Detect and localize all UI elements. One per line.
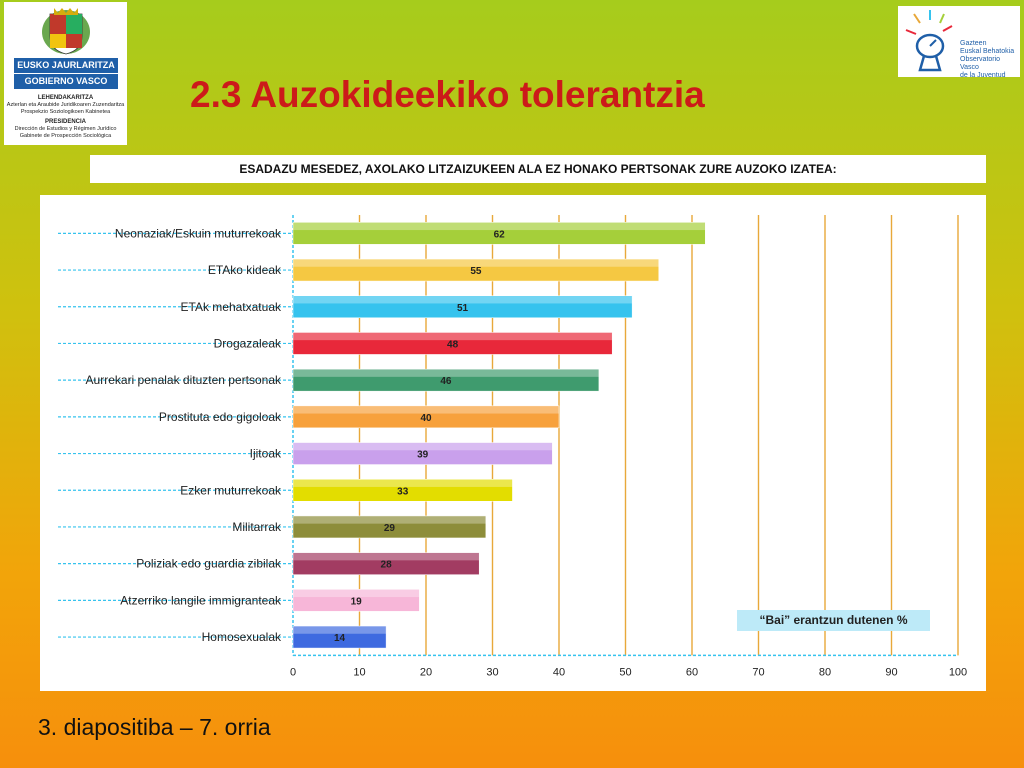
logo-dept-1-sub-1: Azterlan eta Araubide Juridikoaren Zuzen… <box>6 102 125 108</box>
satellite-dish-icon <box>905 10 953 72</box>
category-label: Ijitoak <box>250 447 282 461</box>
category-label: ETAko kideak <box>208 263 282 277</box>
logo-dept-1-sub-2: Prospekzio Soziologikoen Kabinetea <box>20 109 111 115</box>
data-label: 39 <box>417 450 429 461</box>
category-label: Neonaziak/Eskuin muturrekoak <box>115 226 282 240</box>
x-tick-label: 90 <box>885 666 897 678</box>
coat-of-arms-icon <box>42 8 90 55</box>
bar <box>292 368 600 392</box>
bar-highlight <box>293 442 553 451</box>
logo-right-line-4: de la Juventud <box>960 72 1006 79</box>
bar <box>292 332 613 355</box>
survey-question: ESADAZU MESEDEZ, AXOLAKO LITZAIZUKEEN AL… <box>90 155 986 183</box>
bar-highlight <box>293 589 420 598</box>
bar <box>292 552 480 575</box>
category-label: Drogazaleak <box>214 336 282 350</box>
bar <box>292 442 553 465</box>
bar-chart: Neonaziak/Eskuin muturrekoak 62 ETAko kide… <box>58 215 967 678</box>
logo-band-gobierno: GOBIERNO VASCO <box>14 74 118 89</box>
bar-highlight <box>293 405 559 414</box>
slide-title: 2.3 Auzokideekiko tolerantzia <box>190 74 705 115</box>
data-label: 48 <box>447 339 459 350</box>
x-tick-label: 80 <box>819 666 831 678</box>
bar <box>292 222 706 245</box>
category-label: Homosexualak <box>202 630 282 644</box>
x-tick-label: 70 <box>752 666 764 678</box>
bar <box>292 589 420 612</box>
bar <box>292 479 513 502</box>
bar-highlight <box>293 552 480 561</box>
category-label: Prostituta edo gigoloak <box>159 410 282 424</box>
data-label: 33 <box>397 486 409 497</box>
bar-highlight <box>293 626 387 634</box>
logo-right-line-2: Euskal Behatokia <box>960 48 1015 55</box>
bar-highlight <box>293 479 513 487</box>
category-label: Poliziak edo guardia zibilak <box>136 557 282 571</box>
data-label: 19 <box>351 596 363 607</box>
x-tick-label: 100 <box>949 666 967 678</box>
chart-container: Neonaziak/Eskuin muturrekoak 62 ETAko kide… <box>40 195 986 691</box>
bar-highlight <box>293 259 659 267</box>
x-tick-label: 60 <box>686 666 698 678</box>
data-label: 14 <box>334 633 346 644</box>
data-label: 51 <box>457 303 469 314</box>
x-tick-label: 20 <box>420 666 432 678</box>
logo-dept-2-sub-1: Dirección de Estudios y Régimen Jurídico <box>14 126 117 132</box>
bar <box>292 405 560 429</box>
bar-highlight <box>293 515 486 524</box>
bar <box>292 258 659 282</box>
logo-band-eusko: EUSKO JAURLARITZA <box>14 58 118 73</box>
gazteen-behatokia-logo: Gazteen Euskal Behatokia Observatorio Va… <box>898 6 1020 80</box>
bar <box>292 295 633 318</box>
x-tick-label: 30 <box>486 666 498 678</box>
category-label: Atzerriko langile immigranteak <box>120 593 282 607</box>
x-tick-label: 50 <box>619 666 631 678</box>
logo-dept-1: LEHENDAKARITZA <box>37 95 94 101</box>
data-label: 55 <box>470 266 482 277</box>
logo-dept-2: PRESIDENCIA <box>44 119 86 125</box>
legend-label: “Bai” erantzun dutenen % <box>737 610 930 631</box>
logo-dept-2-sub-2: Gabinete de Prospección Sociológica <box>19 133 112 139</box>
slide-footer: 3. diapositiba – 7. orria <box>38 714 271 740</box>
category-label: Aurrekari penalak dituzten pertsonak <box>86 373 282 387</box>
logo-right-line-3: Observatorio Vasco <box>960 56 1001 71</box>
logo-right-text: Gazteen Euskal Behatokia Observatorio Va… <box>960 40 1020 80</box>
data-label: 62 <box>494 229 506 240</box>
bar-highlight <box>293 332 613 341</box>
bar-highlight <box>293 222 706 231</box>
data-label: 29 <box>384 523 396 534</box>
gobierno-vasco-logo: EUSKO JAURLARITZA GOBIERNO VASCO LEHENDA… <box>4 2 127 145</box>
x-tick-label: 40 <box>553 666 565 678</box>
data-label: 40 <box>420 413 432 424</box>
data-label: 28 <box>381 560 393 571</box>
category-label: Ezker muturrekoak <box>180 483 282 497</box>
bar <box>292 625 387 649</box>
x-tick-label: 0 <box>290 666 296 678</box>
logo-right-line-1: Gazteen <box>960 40 987 47</box>
category-label: Militarrak <box>232 520 282 534</box>
bar-highlight <box>293 295 633 304</box>
bar <box>292 515 487 539</box>
bar-highlight <box>293 369 599 377</box>
x-tick-label: 10 <box>353 666 365 678</box>
data-label: 46 <box>440 376 452 387</box>
category-label: ETAk mehatxatuak <box>181 300 282 314</box>
